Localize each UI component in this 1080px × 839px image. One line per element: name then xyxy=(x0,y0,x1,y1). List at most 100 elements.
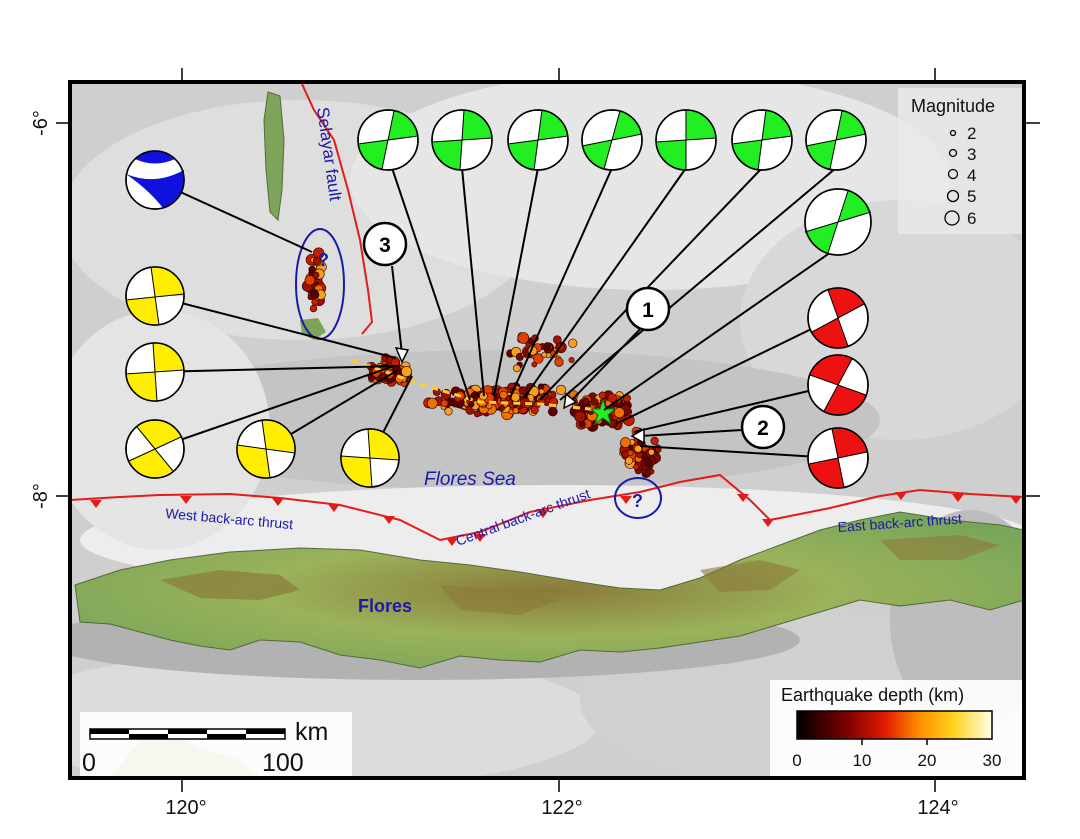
earthquake-epicenter xyxy=(624,456,633,465)
earthquake-epicenter xyxy=(621,450,630,458)
question-mark-south: ? xyxy=(632,491,643,511)
scale-end: 100 xyxy=(262,749,304,777)
focal-mechanism-blue xyxy=(125,150,185,210)
earthquake-epicenter xyxy=(554,357,564,367)
earthquake-epicenter xyxy=(648,448,655,456)
magnitude-4: 4 xyxy=(967,166,976,185)
earthquake-epicenter xyxy=(444,407,453,416)
earthquake-epicenter xyxy=(512,364,521,373)
earthquake-epicenter xyxy=(555,384,567,396)
callout-1-label: 1 xyxy=(642,299,654,322)
earthquake-epicenter xyxy=(400,365,412,377)
south-uncertainty-ellipse xyxy=(614,477,662,519)
callout-1: 1 xyxy=(625,286,671,332)
x-tick-120: 120° xyxy=(165,797,206,819)
earthquake-epicenter xyxy=(310,290,320,300)
selayar-fault xyxy=(301,83,374,335)
earthquake-epicenter xyxy=(547,406,558,417)
callout-2: 2 xyxy=(740,404,786,450)
back-arc-thrust-line xyxy=(70,473,1024,542)
earthquake-epicenter xyxy=(304,274,316,286)
question-mark-selayar: ? xyxy=(318,250,329,270)
focal-mechanism-green-1 xyxy=(357,109,419,171)
earthquake-epicenter xyxy=(613,407,625,419)
depth-tick-0: 0 xyxy=(792,751,801,770)
x-tick-122: 122° xyxy=(541,797,582,819)
earthquake-epicenter xyxy=(518,386,528,396)
earthquake-epicenter xyxy=(598,391,607,399)
rupture-trace xyxy=(351,358,601,412)
earthquake-epicenter xyxy=(530,405,539,415)
earthquake-epicenter xyxy=(440,399,449,408)
focal-mechanism-green-5 xyxy=(655,109,717,171)
axis-ticks xyxy=(56,68,1040,792)
depth-legend-title: Earthquake depth (km) xyxy=(781,685,964,705)
callout-3-label: 3 xyxy=(379,234,391,257)
earthquake-epicenter xyxy=(643,457,653,468)
earthquake-epicenter xyxy=(582,397,590,405)
map-frame xyxy=(68,80,1026,780)
depth-legend: Earthquake depth (km) 0 10 20 30 xyxy=(770,680,1024,776)
earthquake-epicenter xyxy=(312,256,322,266)
focal-mechanism-yellow-4 xyxy=(236,419,296,479)
earthquake-epicenter xyxy=(636,451,644,459)
x-tick-124: 124° xyxy=(917,797,958,819)
magnitude-5: 5 xyxy=(967,187,976,206)
earthquake-epicenter xyxy=(512,407,520,414)
focal-mechanism-green-7 xyxy=(805,109,867,171)
earthquake-epicenter xyxy=(473,410,481,418)
earthquake-epicenter xyxy=(607,393,617,403)
scale-unit: km xyxy=(295,718,328,746)
callout-3: 3 xyxy=(362,221,408,267)
magnitude-3: 3 xyxy=(967,145,976,164)
earthquake-epicenter xyxy=(620,437,631,448)
magnitude-legend: Magnitude 2 3 4 5 6 xyxy=(898,88,1024,234)
earthquake-epicenter xyxy=(470,391,478,399)
earthquake-epicenter xyxy=(627,449,634,456)
earthquake-epicenter xyxy=(541,351,548,358)
y-tick-6: -6° xyxy=(30,110,52,136)
magnitude-2: 2 xyxy=(967,124,976,143)
scale-bar: km 0 100 xyxy=(80,712,352,778)
earthquake-epicenter xyxy=(426,397,438,409)
focal-mechanism-red-1 xyxy=(807,287,869,349)
focal-mechanism-red-3 xyxy=(807,427,869,489)
earthquake-epicenter xyxy=(533,353,544,364)
earthquake-epicenter xyxy=(633,463,640,471)
focal-mechanism-yellow-3 xyxy=(125,419,185,479)
focal-mechanism-yellow-1 xyxy=(125,266,185,326)
focal-mechanism-green-8 xyxy=(804,188,872,256)
mechanism-connectors xyxy=(153,167,837,459)
flores-sea-label: Flores Sea xyxy=(424,469,516,490)
earthquake-epicenter xyxy=(499,390,508,400)
depth-colorbar xyxy=(796,710,993,740)
earthquake-epicenter xyxy=(650,436,659,446)
flores-island xyxy=(74,511,1024,669)
callout-2-label: 2 xyxy=(757,417,769,440)
focal-mechanism-green-4 xyxy=(581,109,643,171)
magnitude-legend-title: Magnitude xyxy=(911,96,995,116)
selayar-island xyxy=(263,91,285,222)
flores-label: Flores xyxy=(358,596,412,616)
focal-mechanisms xyxy=(125,109,872,489)
earthquake-epicenter xyxy=(308,265,317,274)
earthquake-epicenter xyxy=(517,332,530,344)
earthquake-epicenter xyxy=(451,400,459,408)
magnitude-6: 6 xyxy=(967,209,976,228)
y-tick-8: -8° xyxy=(30,483,52,509)
focal-mechanism-green-6 xyxy=(731,109,793,171)
earthquake-epicenter xyxy=(568,356,575,363)
depth-tick-20: 20 xyxy=(918,751,937,770)
earthquake-epicenter xyxy=(312,271,320,279)
focal-mechanism-yellow-5 xyxy=(340,428,400,488)
earthquake-epicenter xyxy=(468,401,475,408)
earthquake-epicenter xyxy=(543,342,552,351)
focal-mechanism-red-2 xyxy=(807,354,869,416)
scale-start: 0 xyxy=(82,749,96,777)
depth-tick-10: 10 xyxy=(853,751,872,770)
earthquake-epicenter xyxy=(499,405,506,411)
earthquake-epicenter xyxy=(574,410,586,423)
earthquake-epicenter xyxy=(568,338,578,348)
focal-mechanism-yellow-2 xyxy=(125,342,185,402)
